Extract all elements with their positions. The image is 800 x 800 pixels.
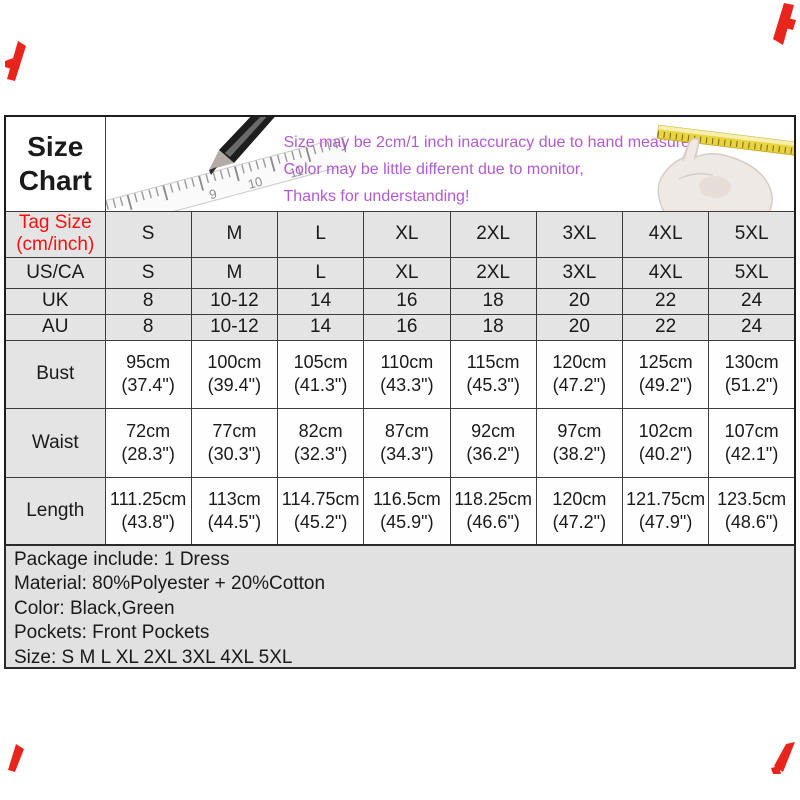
table-cell: 105cm (41.3") [276, 339, 365, 409]
row-label-uk: UK [4, 287, 106, 315]
pencil-shape [208, 117, 275, 175]
row-label-line: (cm/inch) [16, 234, 95, 255]
table-cell: 16 [363, 313, 451, 341]
table-cell: 72cm (28.3") [104, 407, 192, 478]
table-cell: 5XL [708, 210, 796, 258]
product-info-block: Package include: 1 Dress Material: 80%Po… [4, 544, 796, 669]
table-cell: 22 [621, 287, 710, 315]
table-cell: 18 [449, 287, 537, 315]
note-line-3: Thanks for understanding! [283, 188, 470, 205]
table-row-tag-size: Tag Size (cm/inch) S M L XL 2XL 3XL 4XL … [4, 210, 796, 258]
table-cell: 2XL [449, 210, 537, 258]
banner-row: Size Chart 9 10 11 [4, 115, 796, 212]
note-line-1: Size may be 2cm/1 inch inaccuracy due to… [283, 134, 695, 151]
table-cell: 82cm (32.3") [276, 407, 365, 478]
table-cell: 118.25cm (46.6") [449, 476, 537, 546]
table-cell: 20 [535, 313, 624, 341]
table-row-bust: Bust 95cm (37.4") 100cm (39.4") 105cm (4… [4, 339, 796, 409]
size-chart-title: Size Chart [4, 115, 106, 212]
measure-notes: Size may be 2cm/1 inch inaccuracy due to… [284, 129, 695, 210]
row-label-waist: Waist [4, 407, 106, 478]
table-cell: 100cm (39.4") [190, 339, 279, 409]
table-cell: 121.75cm (47.9") [621, 476, 710, 546]
table-cell: 102cm (40.2") [621, 407, 710, 478]
table-row-waist: Waist 72cm (28.3") 77cm (30.3") 82cm (32… [4, 407, 796, 478]
table-cell: 120cm (47.2") [535, 339, 624, 409]
row-label-length: Length [4, 476, 106, 546]
table-cell: 18 [449, 313, 537, 341]
table-cell: 4XL [621, 210, 710, 258]
table-cell: S [104, 256, 192, 289]
table-cell: 111.25cm (43.8") [104, 476, 192, 546]
table-cell: 8 [104, 313, 192, 341]
table-cell: 5XL [708, 256, 796, 289]
table-cell: 92cm (36.2") [449, 407, 537, 478]
table-cell: 107cm (42.1") [708, 407, 796, 478]
info-line-pockets: Pockets: Front Pockets [14, 622, 210, 644]
table-cell: 125cm (49.2") [621, 339, 710, 409]
table-cell: 95cm (37.4") [104, 339, 192, 409]
table-cell: 113cm (44.5") [190, 476, 279, 546]
table-cell: 4XL [621, 256, 710, 289]
table-cell: 10-12 [190, 313, 279, 341]
table-cell: 10-12 [190, 287, 279, 315]
note-line-2: Color may be little different due to mon… [283, 161, 584, 178]
table-cell: 3XL [535, 210, 624, 258]
info-line-material: Material: 80%Polyester + 20%Cotton [14, 573, 326, 595]
table-cell: M [190, 210, 279, 258]
table-cell: XL [363, 256, 451, 289]
row-label-usca: US/CA [4, 256, 106, 289]
table-cell: 110cm (43.3") [363, 339, 451, 409]
table-cell: 114.75cm (45.2") [276, 476, 365, 546]
table-cell: L [276, 256, 365, 289]
table-cell: 130cm (51.2") [708, 339, 796, 409]
table-cell: 123.5cm (48.6") [708, 476, 796, 546]
banner-cell: 9 10 11 Size may be 2cm/1 inch inaccurac… [104, 115, 796, 212]
table-cell: 8 [104, 287, 192, 315]
table-cell: L [276, 210, 365, 258]
info-line-size: Size: S M L XL 2XL 3XL 4XL 5XL [14, 646, 293, 668]
table-cell: 2XL [449, 256, 537, 289]
row-label-bust: Bust [4, 339, 106, 409]
row-label-tag-size: Tag Size (cm/inch) [4, 210, 106, 258]
table-cell: 24 [708, 313, 796, 341]
table-cell: M [190, 256, 279, 289]
table-cell: 115cm (45.3") [449, 339, 537, 409]
hand-ruler-illustration [656, 124, 794, 210]
row-label-line: Tag Size [18, 212, 92, 233]
table-cell: 116.5cm (45.9") [363, 476, 451, 546]
ruler-number: 10 [246, 174, 264, 192]
info-line-package: Package include: 1 Dress [14, 549, 230, 570]
size-chart-table: Size Chart 9 10 11 [4, 115, 796, 546]
title-line-1: Size [27, 130, 84, 162]
table-cell: 20 [535, 287, 624, 315]
table-cell: XL [363, 210, 451, 258]
table-cell: 97cm (38.2") [535, 407, 624, 478]
table-cell: 24 [708, 287, 796, 315]
pencil-ruler-illustration: 9 10 11 [106, 117, 346, 210]
table-row-usca: US/CA S M L XL 2XL 3XL 4XL 5XL [4, 256, 796, 289]
table-cell: 77cm (30.3") [190, 407, 279, 478]
ruler-number: 9 [207, 186, 218, 202]
table-row-uk: UK 8 10-12 14 16 18 20 22 24 [4, 287, 796, 315]
corner-mark-icon [771, 742, 795, 774]
corner-mark-icon [8, 744, 24, 772]
table-cell: 87cm (34.3") [363, 407, 451, 478]
table-cell: 120cm (47.2") [535, 476, 624, 546]
table-cell: 3XL [535, 256, 624, 289]
ruler-number: 11 [287, 163, 304, 181]
corner-mark-icon [773, 3, 796, 45]
table-cell: 22 [621, 313, 710, 341]
title-line-2: Chart [18, 164, 92, 196]
table-row-au: AU 8 10-12 14 16 18 20 22 24 [4, 313, 796, 341]
table-cell: 14 [276, 287, 365, 315]
info-line-color: Color: Black,Green [14, 597, 175, 619]
table-cell: S [104, 210, 192, 258]
table-cell: 14 [276, 313, 365, 341]
row-label-au: AU [4, 313, 106, 341]
table-row-length: Length 111.25cm (43.8") 113cm (44.5") 11… [4, 476, 796, 546]
corner-mark-icon [5, 41, 26, 81]
table-cell: 16 [363, 287, 451, 315]
